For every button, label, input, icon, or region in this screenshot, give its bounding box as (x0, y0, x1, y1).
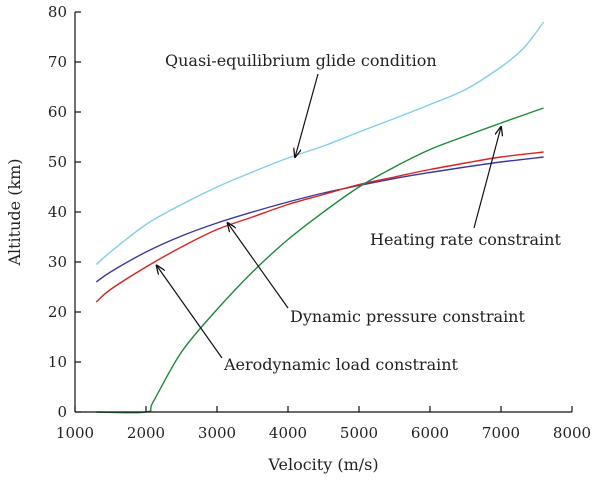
series-line-dynamic-pressure-constraint (95, 156, 544, 283)
y-tick-label: 80 (48, 3, 67, 21)
y-tick-label: 0 (57, 403, 67, 421)
y-tick-label: 60 (48, 103, 67, 121)
annotation-arrow-aerodynamic-load-constraint (157, 266, 223, 359)
annotation-arrow-heating-rate-constraint (473, 127, 501, 229)
y-tick-label: 40 (48, 203, 67, 221)
annotation-layer: Quasi-equilibrium glide condition Heating… (157, 51, 561, 374)
x-tick-label: 5000 (340, 424, 378, 442)
annotation-arrow-quasi-equilibrium-glide-condition (295, 73, 319, 157)
x-tick-label: 7000 (482, 424, 520, 442)
x-tick-label: 2000 (127, 424, 165, 442)
annotation-label-heating-rate-constraint: Heating rate constraint (370, 230, 561, 249)
x-tick-label: 8000 (553, 424, 591, 442)
annotation-label-aerodynamic-load-constraint: Aerodynamic load constraint (223, 355, 459, 374)
x-axis-title: Velocity (m/s) (267, 455, 378, 474)
ticks-layer: 1000 2000 3000 4000 5000 6000 7000 8000 0 10 20 30 4… (48, 3, 591, 442)
y-tick-label: 30 (48, 253, 67, 271)
series-layer (95, 21, 545, 414)
series-line-heating-rate-constraint (96, 107, 544, 414)
series-line-aerodynamic-load-constraint (95, 151, 544, 303)
y-tick-label: 20 (48, 303, 67, 321)
series-line-quasi-equilibrium-glide-condition (95, 21, 545, 266)
y-tick-label: 70 (48, 53, 67, 71)
y-axis-title: Altitude (km) (5, 158, 24, 266)
x-tick-label: 6000 (411, 424, 449, 442)
x-tick-label: 1000 (56, 424, 94, 442)
x-tick-label: 4000 (269, 424, 307, 442)
x-tick-label: 3000 (198, 424, 236, 442)
annotation-label-quasi-equilibrium-glide-condition: Quasi-equilibrium glide condition (165, 51, 437, 70)
annotation-arrow-dynamic-pressure-constraint (228, 223, 289, 309)
y-tick-label: 10 (48, 353, 67, 371)
annotation-label-dynamic-pressure-constraint: Dynamic pressure constraint (290, 307, 525, 326)
y-tick-label: 50 (48, 153, 67, 171)
